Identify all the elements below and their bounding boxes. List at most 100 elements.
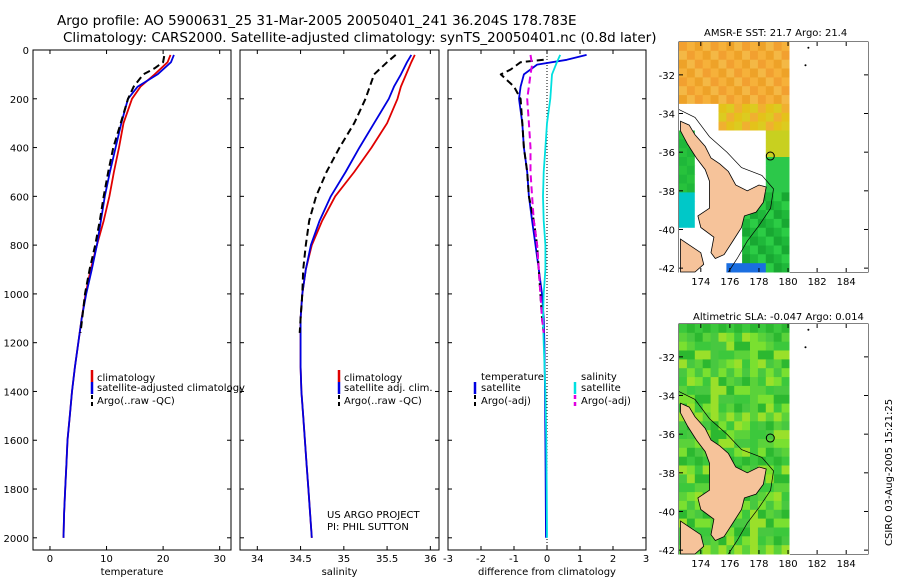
grid-cell [686,121,696,131]
legend-satellite-adj: satellite adj. clim. [344,383,433,394]
grid-cell [718,42,727,52]
grid-cell [694,474,704,484]
grid-cell [726,430,735,440]
grid-cell [718,545,727,555]
grid-cell [765,227,775,238]
grid-cell [734,536,743,546]
grid-cell [750,518,759,528]
grid-cell [750,332,759,343]
grid-cell [781,430,790,440]
grid-cell [742,385,751,396]
grid-cell [734,165,743,176]
temperature-legend: climatology satellite-adjusted climatolo… [90,370,245,407]
grid-cell [734,332,743,343]
grid-cell [718,112,727,123]
grid-cell [750,112,759,123]
grid-cell [757,148,767,158]
grid-cell [750,121,759,131]
grid-cell [773,527,783,537]
grid-cell [757,332,767,343]
grid-cell [773,324,783,334]
grid-cell [757,42,767,52]
grid-cell [781,218,790,229]
temperature-panel: 0 10 20 30 0 200 400 600 800 1000 1200 1400 1600 1800… [4,46,232,578]
grid-cell [742,183,751,193]
grid-cell [718,412,727,422]
grid-cell [773,341,783,351]
grid-cell [686,394,696,405]
grid-cell [702,263,712,273]
grid-cell [726,95,735,105]
x-tick-label: 34.5 [289,554,311,565]
grid-cell [757,509,767,520]
grid-cell [757,103,767,114]
grid-cell [710,403,719,413]
grid-cell [734,430,743,440]
grid-cell [750,59,759,69]
grid-cell [710,385,719,396]
grid-cell [726,263,735,273]
grid-cell [773,439,783,449]
y-tick-label: 1200 [4,339,29,350]
grid-cell [773,245,783,255]
grid-cell [757,527,767,537]
grid-cell [710,148,719,158]
grid-cell [765,157,775,167]
grid-cell [734,263,743,273]
y-tick-label: 800 [10,241,29,252]
grid-cell [757,447,767,458]
grid-cell [781,95,790,105]
grid-cell [781,103,790,114]
grid-cell [679,483,688,493]
grid-cell [734,59,743,69]
grid-cell [757,263,767,273]
grid-cell [718,368,727,378]
island-dot [804,64,807,67]
grid-cell [702,42,712,52]
grid-cell [702,183,712,193]
grid-cell [686,174,696,184]
grid-cell [710,254,719,264]
grid-cell [757,377,767,387]
land-north-island [680,402,767,541]
sst-map-title: AMSR-E SST: 21.7 Argo: 21.4 [704,28,847,39]
grid-cell [742,157,751,167]
grid-cell [742,332,751,343]
grid-cell [679,394,688,405]
grid-cell [757,341,767,351]
grid-cell [781,86,790,96]
grid-cell [702,77,712,87]
grid-cell [694,394,704,405]
grid-cell [679,210,688,220]
grid-cell [686,350,696,360]
grid-cell [686,456,696,466]
grid-cell [679,42,688,52]
grid-cell [742,95,751,105]
y-tick-label: 1000 [4,290,29,301]
grid-cell [679,218,688,229]
grid-cell [679,341,688,351]
grid-cell [742,421,751,431]
grid-cell [702,254,712,264]
grid-cell [734,77,743,87]
grid-cell [710,341,719,351]
grid-cell [710,350,719,360]
y-tick-label: -36 [659,430,675,441]
series-line-blue [299,54,413,538]
salinity-legend: climatology satellite adj. clim. Argo(..… [337,370,433,407]
grid-cell [750,77,759,87]
grid-cell [686,59,696,69]
grid-cell [781,385,790,396]
grid-cell [734,403,743,413]
grid-cell [702,518,712,528]
grid-cell [757,165,767,176]
grid-cell [718,103,727,114]
grid-cell [757,430,767,440]
grid-cell [750,42,759,52]
grid-cell [726,254,735,264]
x-tick-label: 176 [720,277,739,288]
header-line1: Argo profile: AO 5900631_25 31-Mar-2005 … [57,13,577,29]
grid-cell [686,227,696,238]
grid-cell [702,174,712,184]
grid-cell [765,447,775,458]
